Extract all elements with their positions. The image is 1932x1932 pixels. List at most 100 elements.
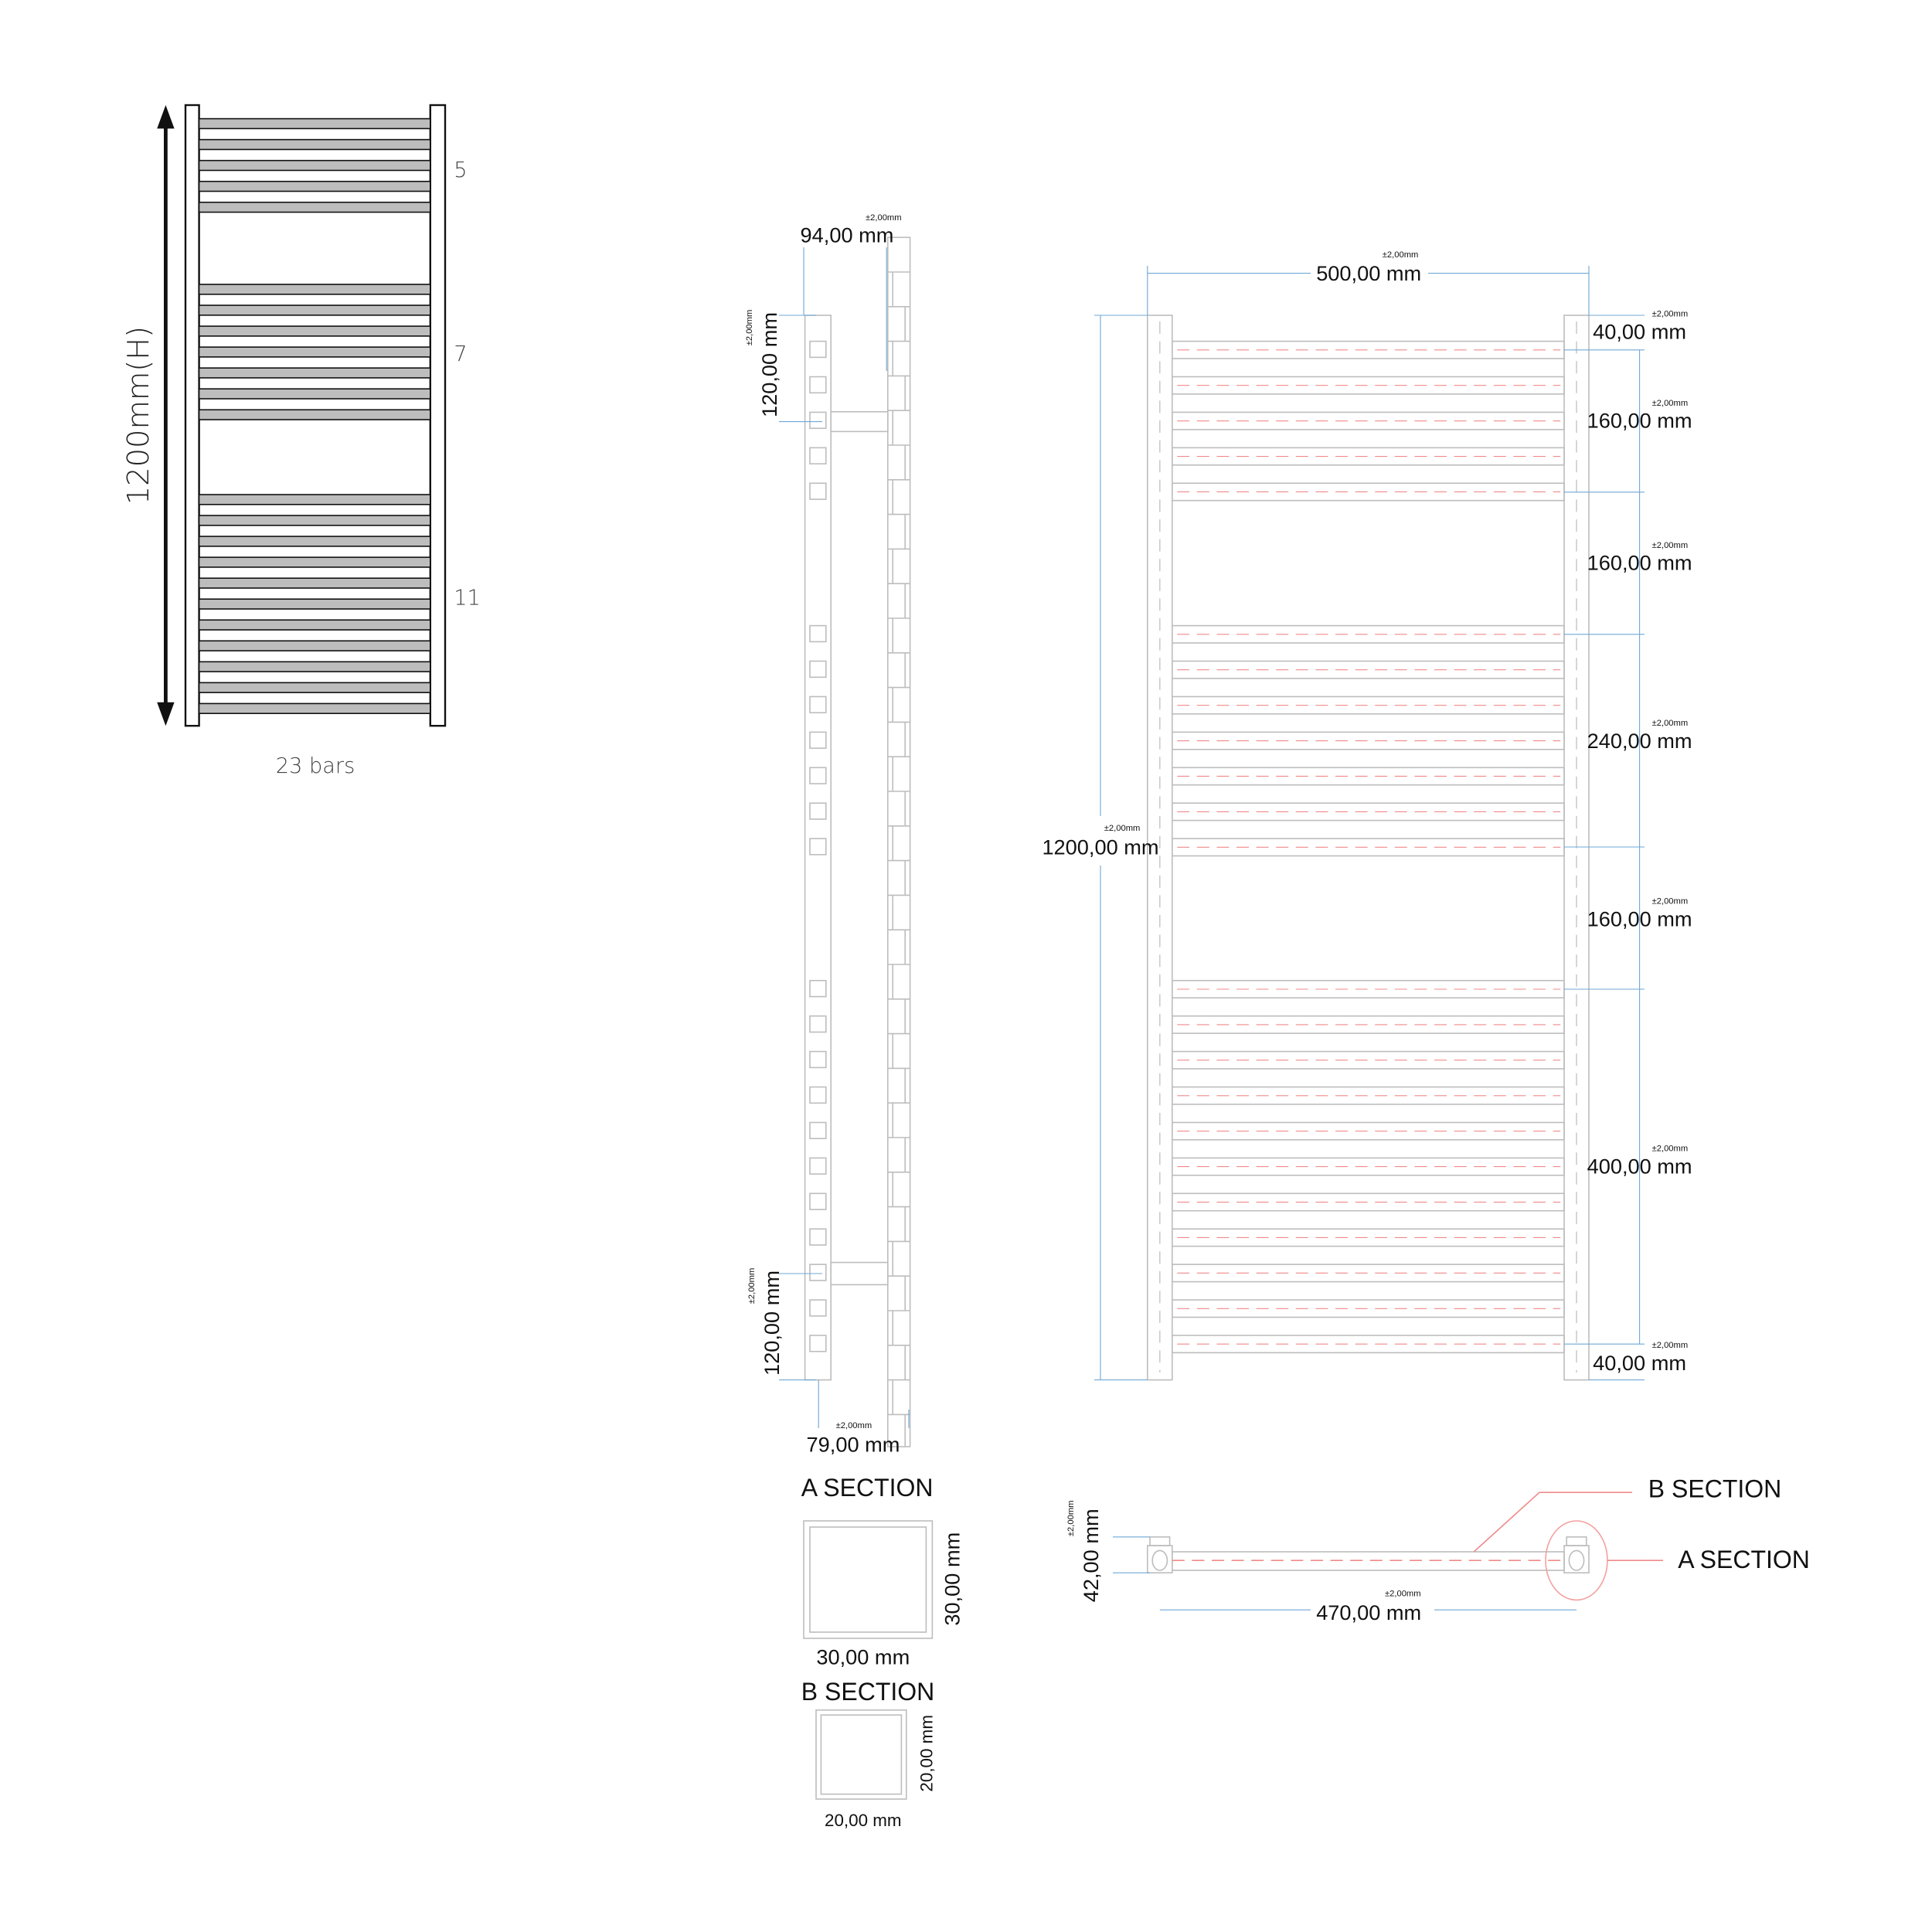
schematic-bar <box>198 346 431 358</box>
bar-profile <box>809 1335 827 1352</box>
tolerance: ±2,00mm <box>1066 1501 1076 1537</box>
schematic-bar <box>198 325 431 337</box>
bar-profile <box>809 482 827 500</box>
bar-profile <box>809 1157 827 1175</box>
tolerance: ±2,00mm <box>745 310 754 346</box>
front-dimensions <box>1094 266 1645 1381</box>
front-bar <box>1172 1015 1565 1034</box>
front-bar <box>1172 1299 1565 1318</box>
schematic-bar <box>198 640 431 651</box>
schematic-bar <box>198 619 431 631</box>
group-count-1: 5 <box>454 158 467 182</box>
b-section-width: 20,00 mm <box>825 1811 902 1830</box>
bar-profile <box>809 340 827 359</box>
schematic-bar <box>198 304 431 316</box>
tolerance: ±2,00mm <box>1383 250 1419 260</box>
bottom-depth-dimension: 79,00 mm <box>807 1432 900 1456</box>
bar-profile <box>809 411 827 430</box>
centers-dimension: 470,00 mm <box>1316 1600 1421 1624</box>
group-count-2: 7 <box>454 342 467 366</box>
top-view-b-section-label: B SECTION <box>1648 1475 1781 1503</box>
tolerance: ±2,00mm <box>866 213 902 223</box>
tolerance: ±2,00mm <box>747 1268 757 1304</box>
bar-spacing-dimension: 240,00 mm <box>1587 729 1692 753</box>
schematic-bar <box>198 284 431 295</box>
width-dimension: 500,00 mm <box>1316 261 1421 285</box>
a-section-width: 30,00 mm <box>816 1645 910 1669</box>
front-bar <box>1172 696 1565 715</box>
bar-profile <box>809 624 827 643</box>
front-bar <box>1172 660 1565 679</box>
tolerance: ±2,00mm <box>1652 1341 1689 1350</box>
bar-profile <box>809 1086 827 1104</box>
bar-spacing-dimension: 40,00 mm <box>1593 319 1686 343</box>
bar-profile <box>809 1299 827 1317</box>
bar-profile <box>809 1050 827 1069</box>
b-section-title: B SECTION <box>801 1678 934 1706</box>
side-wall-column <box>887 236 911 1447</box>
bar-profile <box>809 660 827 679</box>
front-bar <box>1172 1228 1565 1247</box>
front-bar <box>1172 447 1565 466</box>
front-bar <box>1172 411 1565 430</box>
top-bracket-dimension: 120,00 mm <box>757 312 781 417</box>
a-section-inner <box>809 1526 927 1633</box>
total-bars-label: 23 bars <box>276 754 355 778</box>
tolerance: ±2,00mm <box>1652 541 1689 550</box>
side-post <box>804 315 832 1381</box>
front-bar <box>1172 1086 1565 1105</box>
height-label: 1200mm(H) <box>121 326 156 505</box>
a-section-outer <box>803 1520 934 1639</box>
left-post <box>184 104 200 727</box>
schematic-bar <box>198 702 431 715</box>
bar-profile <box>809 1121 827 1140</box>
schematic-bar <box>198 159 431 172</box>
front-bar <box>1172 376 1565 395</box>
bar-profile <box>809 1228 827 1246</box>
schematic-bar <box>198 117 431 130</box>
b-section-height: 20,00 mm <box>917 1715 936 1792</box>
schematic-bar <box>198 367 431 379</box>
bar-spacing-dimension: 160,00 mm <box>1587 551 1692 575</box>
schematic-bar <box>198 598 431 610</box>
bar-profile <box>809 696 827 714</box>
bar-spacing-dimension: 400,00 mm <box>1587 1154 1692 1178</box>
bar-spacing-dimension: 160,00 mm <box>1587 906 1692 930</box>
schematic-bar <box>198 536 431 547</box>
front-bar <box>1172 1264 1565 1283</box>
bar-profile <box>809 1264 827 1281</box>
bar-profile <box>809 1015 827 1033</box>
tolerance: ±2,00mm <box>1652 310 1689 319</box>
front-bar <box>1172 1157 1565 1176</box>
schematic-view: 1200mm(H) 5 7 11 23 bars <box>121 104 481 778</box>
schematic-bar <box>198 515 431 526</box>
height-dimension: 1200,00 mm <box>1042 835 1158 859</box>
bar-profile <box>809 767 827 784</box>
top-depth-dimension: 42,00 mm <box>1079 1509 1103 1602</box>
schematic-bar <box>198 409 431 420</box>
tolerance: ±2,00mm <box>1652 719 1689 728</box>
schematic-bar <box>198 577 431 589</box>
bar-spacing-dimension: 40,00 mm <box>1593 1351 1686 1375</box>
side-depth-dimension: 94,00 mm <box>801 223 894 247</box>
top-view-a-section-label: A SECTION <box>1678 1546 1810 1573</box>
front-bar <box>1172 1192 1565 1212</box>
tolerance: ±2,00mm <box>1104 824 1141 833</box>
tolerance: ±2,00mm <box>1385 1590 1421 1599</box>
front-bar <box>1172 802 1565 821</box>
bar-profile <box>809 980 827 998</box>
top-bracket <box>830 411 889 433</box>
b-section-inner <box>820 1714 903 1795</box>
b-section-outer <box>815 1709 907 1800</box>
front-bar <box>1172 767 1565 786</box>
tolerance: ±2,00mm <box>1652 399 1689 408</box>
schematic-bar <box>198 682 431 693</box>
tolerance: ±2,00mm <box>836 1421 872 1430</box>
tolerance: ±2,00mm <box>1652 897 1689 906</box>
schematic-bar <box>198 138 431 151</box>
schematic-bar <box>198 556 431 568</box>
tolerance: ±2,00mm <box>1652 1145 1689 1154</box>
schematic-bar <box>198 201 431 213</box>
